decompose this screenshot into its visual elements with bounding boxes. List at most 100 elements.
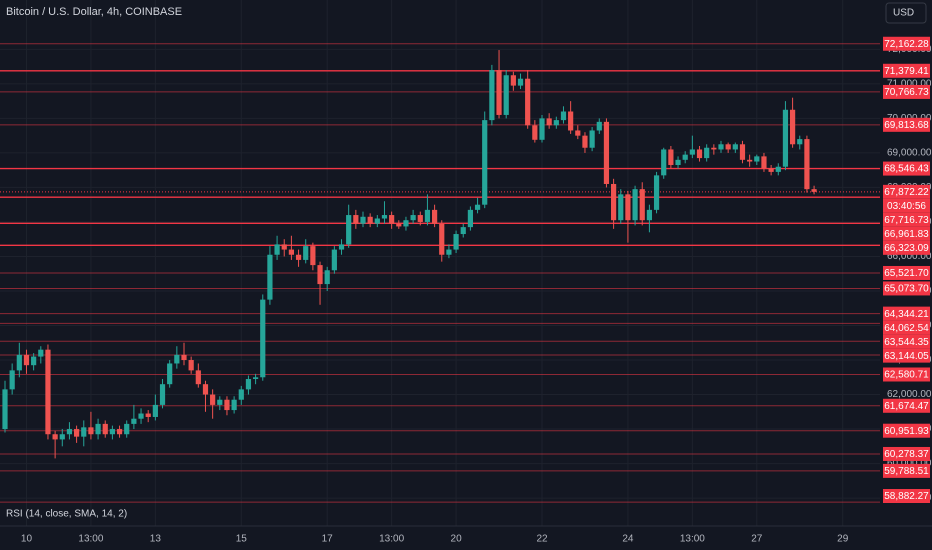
x-tick-label: 22	[536, 534, 548, 545]
price-label: 60,951.93	[884, 426, 929, 437]
x-tick-label: 10	[21, 534, 33, 545]
candle-body	[2, 389, 8, 430]
candles	[2, 50, 817, 459]
x-tick-label: 20	[451, 534, 463, 545]
candle-body	[303, 246, 309, 260]
candle-body	[116, 429, 123, 435]
candle-body	[775, 166, 781, 172]
candle-body	[432, 209, 438, 224]
price-label: 72,162.28	[884, 39, 929, 50]
price-label: 63,144.05	[884, 351, 929, 362]
price-label: 65,521.70	[884, 268, 929, 279]
candle-body	[159, 384, 166, 405]
candle-body	[59, 434, 65, 440]
candle-body	[95, 423, 101, 435]
candle-body	[704, 147, 710, 159]
candle-body	[768, 168, 774, 172]
candle-body	[811, 189, 817, 192]
candle-body	[238, 389, 244, 400]
candle-body	[38, 349, 44, 357]
price-label: 66,323.09	[884, 243, 929, 254]
candle-body	[732, 144, 738, 150]
candle-body	[152, 404, 158, 417]
candle-body	[496, 70, 502, 115]
candle-body	[167, 363, 173, 385]
candle-body	[639, 189, 645, 221]
candle-body	[467, 209, 473, 228]
price-label-box	[883, 281, 930, 296]
candle-body	[109, 429, 115, 435]
price-scale: 59,000.0060,000.0061,000.0062,000.0063,0…	[21, 36, 932, 545]
candle-body	[510, 75, 516, 86]
price-label: 65,073.70	[884, 284, 929, 295]
candle-body	[424, 209, 431, 222]
candle-body	[603, 121, 610, 184]
candle-body	[589, 130, 595, 148]
price-label-box	[883, 423, 930, 438]
candle-body	[231, 399, 237, 411]
candle-body	[267, 254, 273, 300]
candle-body	[782, 109, 789, 167]
candle-body	[389, 215, 395, 224]
candle-body	[790, 109, 796, 145]
currency-box[interactable]	[885, 2, 927, 24]
candle-body	[711, 147, 717, 150]
candle-body	[575, 130, 581, 136]
y-tick-label: 69,000.00	[887, 148, 932, 159]
candle-body	[331, 249, 337, 271]
candle-body	[81, 427, 87, 437]
candle-body	[88, 427, 94, 435]
candle-body	[138, 413, 144, 419]
candle-body	[482, 120, 488, 205]
candle-body	[367, 216, 373, 224]
y-tick-label: 66,000.00	[887, 251, 932, 262]
candle-body	[525, 78, 531, 126]
price-label-box	[883, 320, 930, 335]
candle-body	[374, 218, 380, 224]
candle-body	[396, 223, 402, 227]
candle-body	[596, 121, 602, 131]
price-label-box	[883, 161, 930, 176]
price-label-box	[883, 348, 930, 363]
candle-body	[453, 234, 459, 250]
price-label-box	[883, 446, 930, 461]
candle-body	[718, 144, 724, 150]
candle-body	[696, 149, 703, 159]
candle-body	[582, 135, 588, 148]
y-tick-label: 71,000.00	[887, 79, 932, 90]
price-label-box	[883, 212, 930, 227]
price-label: 63,544.35	[884, 337, 929, 348]
price-label: 64,344.21	[884, 309, 929, 320]
candle-body	[353, 215, 359, 224]
candle-body	[568, 111, 574, 131]
price-label: 59,788.51	[884, 466, 929, 477]
currency[interactable]: USD	[893, 8, 914, 19]
x-tick-label: 13:00	[379, 534, 404, 545]
candle-body	[124, 423, 130, 435]
candle-body	[338, 244, 345, 250]
candle-body	[689, 149, 695, 155]
price-label: 67,872.22	[884, 187, 929, 198]
price-label-box	[883, 489, 930, 503]
candle-body	[9, 370, 15, 390]
candle-body	[66, 429, 73, 435]
candle-body	[804, 139, 810, 190]
candle-body	[102, 423, 108, 435]
candle-body	[410, 215, 416, 221]
candle-body	[131, 418, 137, 424]
candle-body	[739, 144, 746, 160]
x-tick-label: 17	[322, 534, 334, 545]
candle-body	[23, 354, 30, 366]
price-label: 58,882.27	[884, 491, 929, 502]
candle-body	[532, 125, 538, 140]
candle-body	[489, 70, 495, 121]
price-label: 62,580.71	[884, 370, 929, 381]
candle-body	[546, 118, 552, 126]
candle-body	[181, 354, 187, 361]
candle-body	[618, 194, 624, 221]
x-tick-label: 13:00	[78, 534, 103, 545]
candle-body	[295, 254, 302, 260]
candle-body	[174, 354, 180, 364]
chart-title: Bitcoin / U.S. Dollar, 4h, COINBASE	[6, 6, 182, 18]
